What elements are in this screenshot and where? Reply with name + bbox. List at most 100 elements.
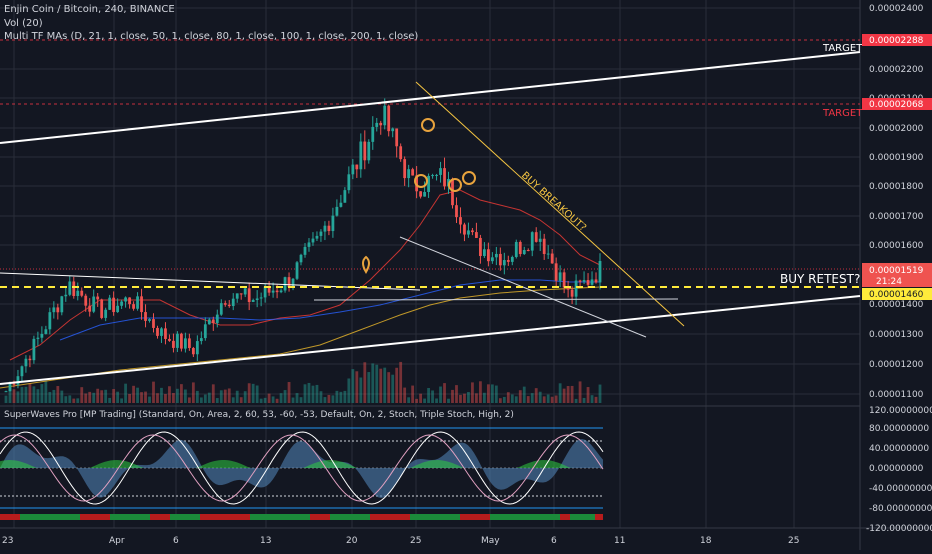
volume-bar	[263, 397, 267, 403]
candles	[4, 98, 602, 393]
trend-strip-segment	[170, 514, 200, 520]
volume-bar	[60, 390, 64, 403]
candle-body	[36, 337, 40, 339]
volume-bar	[303, 384, 307, 403]
volume-bar	[415, 398, 419, 403]
candle-body	[530, 232, 534, 251]
volume-bar	[574, 398, 578, 403]
price-axis: 0.00002400 0.00002200 0.00002100 0.00002…	[869, 4, 924, 400]
volume-bar	[219, 390, 223, 403]
candle-body	[514, 241, 518, 257]
candle-body	[463, 224, 466, 235]
volume-bar	[88, 391, 92, 403]
volume-bar	[435, 398, 438, 403]
candle-body	[574, 280, 578, 297]
volume-bar	[128, 393, 131, 403]
candle-body	[578, 280, 582, 282]
price-tick: 0.00002400	[869, 4, 924, 14]
candle-body	[351, 164, 355, 175]
volume-bar	[72, 398, 76, 403]
volume-bar	[199, 397, 203, 403]
price-tick: 0.00001200	[869, 360, 924, 370]
candle-body	[299, 254, 303, 263]
channel-lower-line[interactable]	[0, 295, 861, 385]
candle-body	[506, 260, 510, 262]
volume-bar	[168, 386, 171, 403]
candle-body	[199, 338, 203, 342]
channel-upper-line[interactable]	[0, 51, 861, 144]
volume-bar	[215, 398, 219, 403]
candle-body	[4, 391, 8, 393]
candle-body	[56, 307, 60, 313]
candle-body	[562, 272, 566, 288]
volume-bar	[156, 393, 159, 403]
volume-bar	[467, 392, 470, 403]
candle-body	[558, 272, 562, 281]
volume-bar	[275, 398, 279, 403]
oscillator-area	[0, 439, 603, 498]
volume-bar	[311, 385, 315, 403]
candle-body	[538, 238, 542, 242]
volume-bar	[28, 383, 32, 403]
candle-body	[80, 290, 84, 296]
volume-bar	[327, 394, 331, 403]
candle-body	[12, 383, 16, 385]
oscillator-green-area	[0, 460, 603, 468]
trend-strip-green	[20, 514, 595, 520]
wedge-upper-line[interactable]	[415, 81, 685, 327]
volume-bar	[514, 396, 518, 403]
volume-bar	[526, 396, 530, 403]
volume-bar	[403, 387, 407, 403]
price-tick: 0.00001700	[869, 212, 924, 222]
candle-body	[235, 293, 239, 299]
volume-bar	[502, 396, 506, 403]
volume-legend: Vol (20)	[4, 18, 43, 29]
candle-body	[108, 297, 112, 310]
candle-body	[315, 235, 319, 239]
volume-bar	[144, 391, 147, 403]
candle-body	[20, 366, 24, 377]
volume-bar	[315, 384, 319, 403]
volume-bar	[12, 389, 16, 403]
candle-body	[471, 230, 474, 233]
volume-bar	[160, 387, 163, 403]
volume-bar	[550, 396, 554, 403]
candle-body	[479, 237, 482, 256]
volume-bar	[339, 391, 343, 403]
volume-bar	[475, 393, 478, 403]
support-line[interactable]	[313, 298, 679, 301]
candle-body	[112, 297, 116, 313]
candle-body	[323, 225, 327, 232]
volume-bar	[566, 386, 570, 403]
osc-tick: -120.00000000	[866, 524, 932, 534]
volume-bar	[164, 394, 167, 403]
volume-bar	[255, 385, 259, 403]
volume-bar	[152, 381, 155, 403]
volume-bar	[76, 398, 80, 403]
candle-body	[84, 295, 88, 306]
volume-bar	[351, 369, 355, 403]
oscillator-line-pink	[0, 434, 604, 502]
candle-body	[566, 287, 570, 290]
candle-body	[455, 205, 458, 218]
volume-bar	[283, 390, 287, 403]
volume-bar	[267, 393, 271, 403]
volume-bar	[259, 398, 263, 403]
candle-body	[510, 256, 514, 262]
price-tick: 0.00001600	[869, 241, 924, 251]
volume-bar	[455, 385, 458, 403]
candle-body	[203, 324, 207, 339]
volume-bar	[359, 377, 363, 403]
candle-body	[486, 249, 490, 262]
candle-body	[427, 175, 430, 192]
price-tick: 0.00001800	[869, 182, 924, 192]
candle-body	[195, 341, 199, 355]
candle-body	[48, 312, 52, 330]
signal-marker	[414, 174, 428, 188]
volume-bar	[8, 388, 12, 403]
osc-tick: -40.00000000	[869, 484, 932, 494]
volume-bar	[291, 397, 295, 403]
candle-body	[431, 175, 434, 177]
candle-body	[144, 312, 147, 321]
